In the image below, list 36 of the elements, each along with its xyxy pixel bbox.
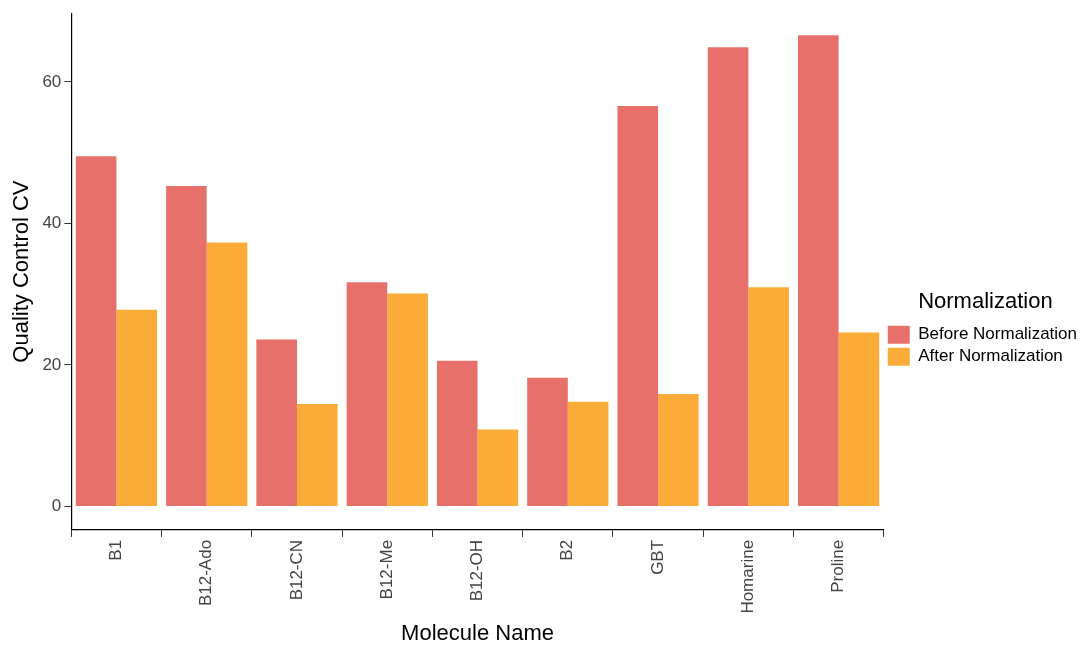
y-axis-title: Quality Control CV	[8, 180, 34, 363]
x-tick-label: B1	[106, 539, 126, 561]
bar	[798, 35, 839, 507]
bar	[748, 287, 789, 507]
y-tick-label: 20	[42, 354, 62, 374]
bar	[296, 403, 338, 507]
bar	[256, 339, 297, 507]
y-tick-label: 40	[42, 213, 62, 233]
bar	[567, 401, 609, 507]
y-tick-label: 0	[51, 496, 62, 516]
bar	[617, 105, 659, 507]
bar	[658, 394, 699, 507]
bar	[346, 282, 388, 507]
x-tick-label: Proline	[828, 539, 848, 593]
bar	[707, 47, 749, 507]
x-tick-label: B12-CN	[286, 539, 306, 601]
bar	[166, 185, 207, 507]
legend-label: Before Normalization	[918, 324, 1078, 344]
x-tick-label: GBT	[647, 539, 667, 575]
x-tick-label: Homarine	[738, 539, 758, 614]
legend-label: After Normalization	[918, 346, 1063, 366]
bar	[477, 429, 519, 507]
x-axis-title: Molecule Name	[401, 619, 554, 645]
x-tick-label: B12-OH	[467, 539, 487, 602]
bar	[206, 242, 248, 507]
bar	[116, 309, 158, 507]
bar	[387, 293, 428, 507]
bar	[75, 156, 117, 507]
y-tick-label: 60	[42, 71, 62, 91]
bar	[436, 360, 478, 507]
x-tick-label: B12-Ado	[196, 539, 216, 607]
bar	[527, 377, 568, 507]
x-tick-label: B2	[557, 539, 577, 561]
legend-title: Normalization	[918, 288, 1053, 314]
x-tick-label: B12-Me	[376, 539, 396, 600]
bar	[838, 332, 880, 507]
